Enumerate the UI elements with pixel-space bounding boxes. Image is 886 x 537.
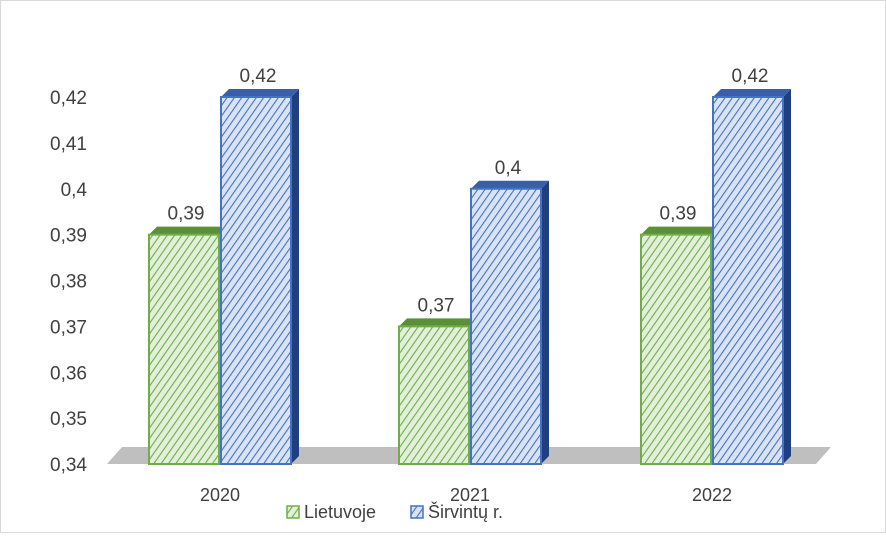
data-label: 0,42 [732, 66, 769, 87]
bar-sirvintu-2022 [712, 89, 791, 465]
bar-top [713, 89, 791, 97]
bar-side [541, 180, 549, 464]
bar-front [712, 96, 784, 465]
data-label: 0,39 [660, 204, 697, 225]
bar-front [640, 233, 712, 465]
data-labels: 0,39 0,42 0,37 0,4 0,39 0,42 [168, 66, 769, 316]
legend[interactable]: Lietuvoje Širvintų r. [286, 501, 503, 522]
x-tick-label: 2020 [200, 485, 240, 505]
legend-label: Širvintų r. [428, 501, 503, 522]
bar-front [148, 233, 220, 465]
bar-lietuvoje-2020 [148, 226, 227, 465]
y-tick-label: 0,4 [61, 180, 88, 201]
legend-swatch [286, 505, 300, 519]
y-tick-label: 0,41 [50, 134, 87, 155]
y-tick-label: 0,34 [50, 455, 87, 476]
legend-swatch [410, 505, 424, 519]
data-label: 0,39 [168, 204, 205, 225]
bar-front [220, 96, 292, 465]
y-tick-label: 0,36 [50, 363, 87, 384]
bar-side [291, 89, 299, 464]
bar-lietuvoje-2021 [398, 318, 477, 465]
bar-top [471, 180, 549, 189]
bar-top [641, 226, 719, 235]
legend-item-lietuvoje[interactable]: Lietuvoje [286, 502, 376, 522]
y-axis: 0,34 0,35 0,36 0,37 0,38 0,39 0,4 0,41 0,42 [50, 88, 87, 476]
y-tick-label: 0,35 [50, 409, 87, 430]
bar-sirvintu-2021 [470, 180, 549, 465]
bar-top [221, 89, 299, 97]
x-axis: 2020 2021 2022 [200, 485, 732, 505]
x-tick-label: 2021 [450, 485, 490, 505]
y-tick-label: 0,37 [50, 317, 87, 338]
y-tick-label: 0,39 [50, 226, 87, 247]
bar-top [149, 226, 227, 235]
bar-front [470, 187, 542, 465]
bars [148, 89, 791, 465]
bar-lietuvoje-2022 [640, 226, 719, 465]
legend-item-sirvintu[interactable]: Širvintų r. [410, 501, 503, 522]
y-tick-label: 0,38 [50, 272, 87, 293]
bar-sirvintu-2020 [220, 89, 299, 465]
data-label: 0,42 [240, 66, 277, 87]
data-label: 0,37 [418, 295, 455, 316]
bar-front [398, 325, 470, 465]
x-tick-label: 2022 [692, 485, 732, 505]
data-label: 0,4 [495, 158, 522, 179]
legend-label: Lietuvoje [304, 502, 376, 522]
bar-side [783, 89, 791, 464]
bar-top [399, 318, 477, 327]
y-tick-label: 0,42 [50, 88, 87, 109]
